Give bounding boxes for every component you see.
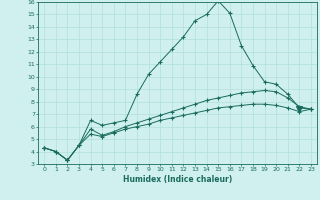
X-axis label: Humidex (Indice chaleur): Humidex (Indice chaleur) bbox=[123, 175, 232, 184]
